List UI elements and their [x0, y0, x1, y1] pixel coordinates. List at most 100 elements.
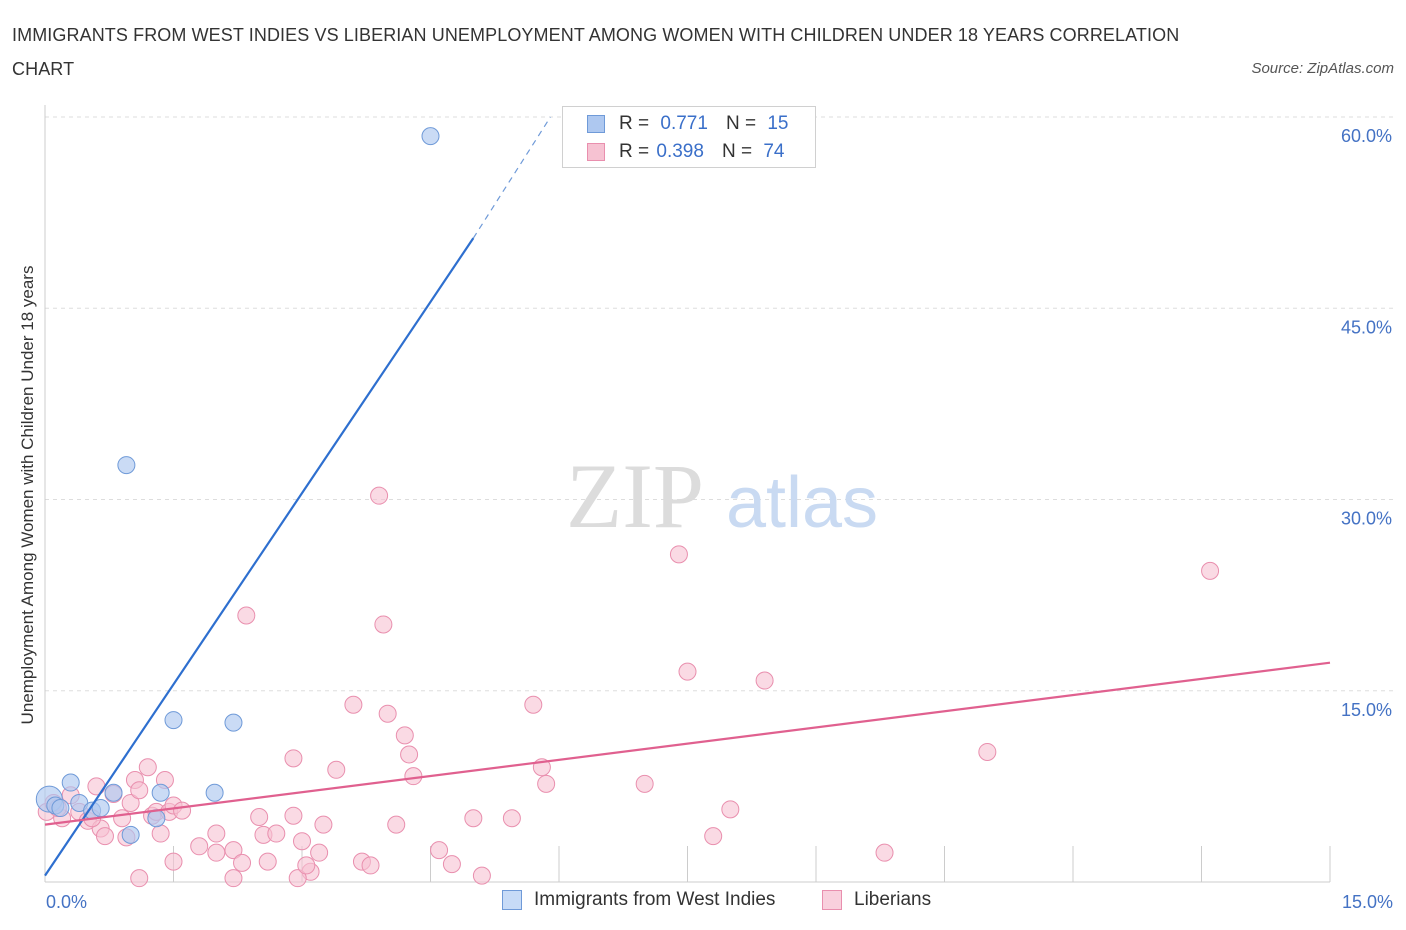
liberians-point [430, 841, 449, 860]
liberians-point [370, 486, 389, 505]
liberians-point [387, 815, 406, 834]
gridlines [45, 116, 1395, 692]
liberians-point [442, 855, 461, 874]
liberians-point [755, 671, 774, 690]
y-tick-label: 60.0% [1341, 126, 1392, 146]
liberians-point [669, 545, 688, 564]
liberians-point [258, 852, 277, 871]
liberians-point [404, 767, 423, 786]
legend-swatch-blue [587, 115, 605, 133]
liberians-point [224, 841, 243, 860]
legend-n-value: 74 [763, 141, 785, 162]
west-indies-point [121, 825, 140, 844]
liberians-point [151, 824, 170, 843]
west-indies-point [117, 456, 136, 475]
stats-legend: R = 0.771 N = 15 R = 0.398 N = 74 [562, 106, 816, 168]
liberians-point [237, 606, 256, 625]
liberians-point [978, 742, 997, 761]
legend-label-west-indies: Immigrants from West Indies [534, 889, 776, 910]
liberians-point [267, 824, 286, 843]
legend-r-label: R = [619, 141, 650, 162]
west-indies-points [35, 127, 440, 844]
chart-title: IMMIGRANTS FROM WEST INDIES VS LIBERIAN … [12, 25, 1180, 79]
liberians-trend-line [44, 661, 1331, 826]
series-legend: Immigrants from West Indies Liberians [0, 889, 1406, 915]
liberians-point [164, 852, 183, 871]
liberians-point [95, 827, 114, 846]
legend-swatch-pink [587, 143, 605, 161]
liberians-point [704, 827, 723, 846]
liberians-point [138, 758, 157, 777]
y-tick-label: 15.0% [1341, 700, 1392, 720]
liberians-point [233, 853, 252, 872]
liberians-point [121, 793, 140, 812]
liberians-point [250, 807, 269, 826]
legend-r-value: 0.398 [656, 141, 704, 162]
liberians-points [37, 486, 1220, 888]
liberians-point [1201, 561, 1220, 580]
legend-item-liberians[interactable]: Liberians [822, 889, 931, 911]
legend-label-liberians: Liberians [854, 889, 932, 910]
liberians-point [344, 695, 363, 714]
liberians-point [875, 843, 894, 862]
x-tick-label: 0.0% [46, 892, 87, 912]
west-indies-point [224, 713, 243, 732]
liberians-point [502, 809, 521, 828]
west-indies-point [151, 783, 170, 802]
legend-n-value: 15 [767, 113, 789, 134]
west-indies-point [205, 783, 224, 802]
source-label: Source: ZipAtlas.com [1251, 60, 1394, 77]
legend-n-label: N = [721, 141, 753, 162]
liberians-point [284, 749, 303, 768]
legend-r-value: 0.771 [660, 113, 708, 134]
trend-lines [44, 116, 1331, 877]
liberians-point [537, 774, 556, 793]
liberians-point [284, 806, 303, 825]
legend-item-west-indies[interactable]: Immigrants from West Indies [502, 889, 775, 911]
west-indies-point [61, 773, 80, 792]
y-tick-label: 45.0% [1341, 317, 1392, 337]
liberians-point [327, 760, 346, 779]
liberians-point [464, 809, 483, 828]
legend-n-label: N = [725, 113, 757, 134]
liberians-point [361, 856, 380, 875]
west-indies-point [421, 127, 440, 146]
legend-swatch-blue [502, 890, 522, 910]
liberians-point [310, 843, 329, 862]
liberians-point [524, 695, 543, 714]
y-tick-label: 30.0% [1341, 509, 1392, 529]
liberians-point [378, 704, 397, 723]
legend-row-liberians: R = 0.398 N = 74 [587, 140, 784, 164]
west-indies-point [164, 711, 183, 730]
liberians-point [130, 781, 149, 800]
liberians-point [297, 856, 316, 875]
watermark-zip: ZIP [566, 445, 704, 547]
liberians-point [395, 726, 414, 745]
liberians-point [190, 837, 209, 856]
liberians-point [678, 662, 697, 681]
liberians-point [314, 815, 333, 834]
west-indies-point [104, 783, 123, 802]
legend-r-label: R = [619, 113, 650, 134]
west-indies-point [51, 799, 70, 818]
liberians-point [721, 800, 740, 819]
x-tick-label: 15.0% [1342, 892, 1393, 912]
liberians-point [130, 869, 149, 888]
liberians-point [207, 824, 226, 843]
liberians-point [374, 615, 393, 634]
liberians-point [173, 801, 192, 820]
liberians-point [207, 843, 226, 862]
west-indies-trend-line [44, 237, 475, 877]
tick-labels: 15.0% 30.0% 45.0% 60.0% 0.0% 15.0% [46, 126, 1393, 912]
liberians-point [224, 869, 243, 888]
watermark-atlas: atlas [726, 463, 878, 543]
legend-row-west-indies: R = 0.771 N = 15 [587, 112, 788, 136]
liberians-point [472, 866, 491, 885]
liberians-point [288, 869, 307, 888]
liberians-point [400, 745, 419, 764]
liberians-point [87, 777, 106, 796]
liberians-point [635, 774, 654, 793]
liberians-point [293, 832, 311, 851]
west-indies-trend-extension [472, 116, 551, 239]
